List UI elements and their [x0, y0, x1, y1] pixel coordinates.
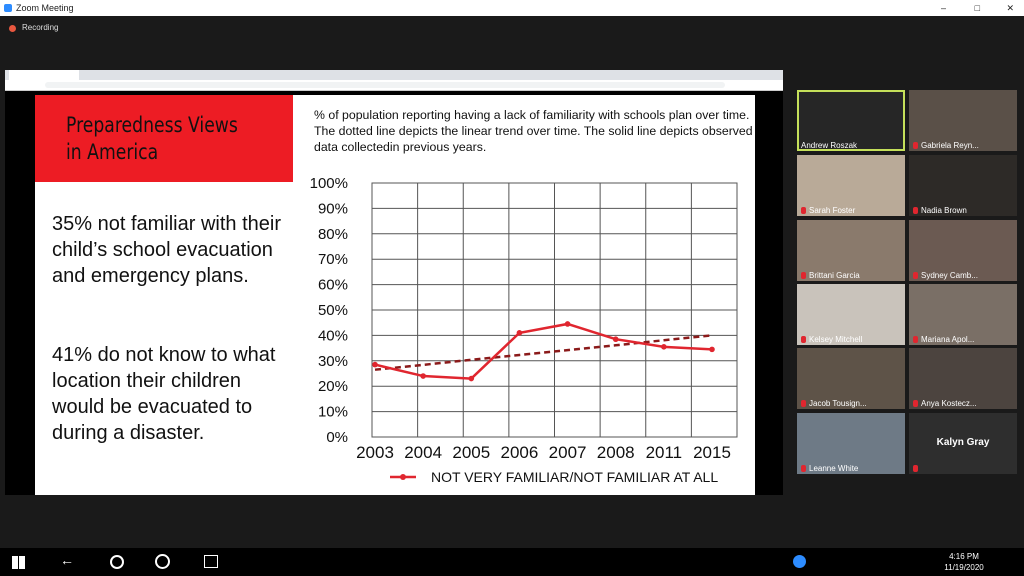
participant-tile[interactable] — [909, 284, 1017, 345]
participant-name: Kelsey Mitchell — [809, 335, 863, 344]
mute-icon — [913, 465, 918, 472]
x-tick-label: 2011 — [646, 443, 683, 462]
title-box — [35, 95, 293, 182]
browser-tab[interactable] — [9, 70, 79, 80]
mute-icon — [913, 142, 918, 149]
data-point — [709, 346, 715, 353]
x-tick-label: 2007 — [549, 443, 587, 462]
clock-time[interactable]: 4:16 PM — [949, 552, 979, 561]
mute-icon — [913, 336, 918, 343]
data-point — [612, 336, 619, 343]
participant-tile[interactable] — [797, 348, 905, 409]
data-point — [661, 344, 667, 350]
slide-paragraph: 41% do not know to what location their c… — [52, 344, 276, 444]
mute-icon — [801, 400, 806, 407]
zoom-icon — [4, 4, 12, 12]
participant-name: Andrew Roszak — [801, 141, 858, 150]
taskbar: ← 4:16 PM 11/19/2020 — [0, 548, 1024, 576]
legend-label: NOT VERY FAMILIAR/NOT FAMILIAR AT ALL — [431, 469, 718, 485]
y-tick-label: 40% — [318, 327, 348, 344]
y-tick-label: 60% — [318, 277, 348, 294]
y-tick-label: 50% — [318, 302, 348, 319]
participant-tile[interactable] — [909, 348, 1017, 409]
mute-icon — [913, 272, 918, 279]
mute-icon — [913, 400, 918, 407]
x-tick-label: 2004 — [404, 443, 442, 462]
participant-tile[interactable] — [909, 155, 1017, 216]
search-button[interactable] — [110, 555, 124, 569]
title-bar: Zoom Meeting – □ ✕ — [0, 0, 1024, 16]
y-tick-label: 90% — [318, 200, 348, 217]
participant-tile[interactable] — [797, 90, 905, 151]
series-line — [374, 322, 713, 380]
x-tick-label: 2005 — [452, 443, 490, 462]
participant-name: Mariana Apol... — [921, 335, 975, 344]
mute-icon — [801, 465, 806, 472]
participant-name: Leanne White — [809, 464, 859, 473]
clock-date[interactable]: 11/19/2020 — [944, 563, 984, 572]
task-view[interactable] — [204, 555, 218, 568]
participant-name: Sydney Camb... — [921, 271, 978, 280]
trend-line — [374, 334, 713, 371]
zoom-tray-icon[interactable] — [793, 555, 806, 568]
participant-tile[interactable] — [909, 90, 1017, 151]
participant-name: Jacob Tousign... — [809, 399, 867, 408]
mute-icon — [801, 207, 806, 214]
x-tick-label: 2008 — [597, 443, 635, 462]
participant-tile[interactable] — [797, 155, 905, 216]
x-tick-label: 2015 — [693, 443, 731, 462]
x-tick-label: 2006 — [501, 443, 539, 462]
y-tick-label: 30% — [318, 353, 348, 370]
legend-marker — [400, 474, 406, 480]
browser-tabs — [5, 70, 783, 80]
y-tick-label: 10% — [318, 404, 348, 421]
chart-title: % of population reporting having a lack … — [314, 108, 753, 154]
participant-name: Brittani Garcia — [809, 271, 860, 280]
participant-tile[interactable] — [909, 413, 1017, 474]
y-tick-label: 70% — [318, 251, 348, 268]
url-field[interactable] — [45, 82, 725, 88]
window-title: Zoom Meeting — [16, 3, 74, 13]
mute-icon — [801, 336, 806, 343]
participant-name: Nadia Brown — [921, 206, 967, 215]
participant-tile[interactable] — [909, 220, 1017, 281]
slide-paragraph: 35% not familiar with their child’s scho… — [52, 213, 281, 287]
mute-icon — [913, 207, 918, 214]
cortana-button[interactable] — [155, 554, 170, 569]
data-point — [372, 361, 378, 368]
address-bar — [5, 80, 783, 91]
participant-tile[interactable] — [797, 284, 905, 345]
start-button[interactable] — [12, 556, 25, 569]
y-tick-label: 20% — [318, 378, 348, 395]
participant-name: Kalyn Gray — [936, 437, 990, 448]
data-point — [564, 321, 571, 327]
data-point — [516, 330, 523, 336]
participant-tile[interactable] — [797, 413, 905, 474]
participant-name: Gabriela Reyn... — [921, 141, 979, 150]
maximize[interactable]: □ — [974, 3, 980, 13]
data-point — [468, 375, 475, 382]
mute-icon — [801, 272, 806, 279]
recording-label: Recording — [22, 23, 59, 32]
y-tick-label: 0% — [326, 429, 348, 446]
x-tick-label: 2003 — [356, 443, 394, 462]
participant-tile[interactable] — [797, 220, 905, 281]
minimize[interactable]: – — [940, 3, 946, 13]
participant-name: Sarah Foster — [809, 206, 856, 215]
data-point — [420, 373, 426, 379]
slide-title: Preparedness Views in America — [66, 113, 238, 164]
y-tick-label: 80% — [318, 226, 348, 243]
y-tick-label: 100% — [310, 175, 348, 192]
recording-dot — [9, 25, 16, 32]
close[interactable]: ✕ — [1006, 3, 1014, 13]
chart: 0% 10% 20% 30% 40% 50% 60% 70% 80% 90% 100% 2003 200… — [310, 175, 738, 485]
participant-name: Anya Kostecz... — [921, 399, 977, 408]
back-button[interactable]: ← — [60, 552, 74, 568]
